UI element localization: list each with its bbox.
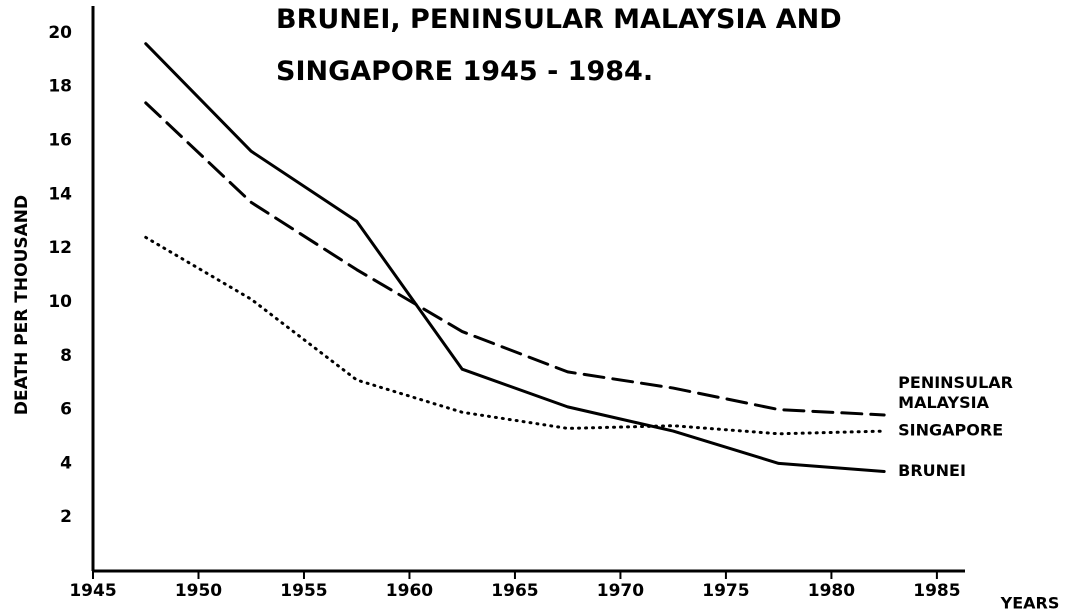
series-label: BRUNEI <box>898 461 966 480</box>
y-tick-label: 14 <box>48 184 72 204</box>
x-tick-label: 1965 <box>491 581 538 601</box>
x-axis-label: YEARS <box>1000 594 1060 613</box>
series-line <box>144 101 886 417</box>
series-label: PENINSULAR MALAYSIA <box>898 372 1013 411</box>
y-tick-label: 2 <box>60 507 72 527</box>
x-tick-label: 1980 <box>808 581 855 601</box>
series-label: SINGAPORE <box>898 421 1003 440</box>
series-line <box>144 42 886 473</box>
x-tick-label: 1960 <box>386 581 433 601</box>
x-tick-label: 1975 <box>702 581 749 601</box>
y-tick-label: 12 <box>48 238 72 258</box>
y-tick-label: 4 <box>60 453 72 473</box>
x-tick-label: 1955 <box>280 581 327 601</box>
x-tick-label: 1950 <box>175 581 222 601</box>
x-tick-label: 1985 <box>913 581 960 601</box>
y-tick-label: 10 <box>48 292 72 312</box>
chart-title-line: SINGAPORE 1945 - 1984. <box>276 56 653 87</box>
series-line <box>144 235 886 436</box>
y-axis-label: DEATH PER THOUSAND <box>12 195 32 415</box>
y-tick-label: 8 <box>60 346 72 366</box>
x-tick-label: 1970 <box>597 581 644 601</box>
x-tick-label: 1945 <box>69 581 116 601</box>
y-tick-label: 18 <box>48 77 72 97</box>
y-tick-label: 16 <box>48 131 72 151</box>
y-tick-label: 20 <box>48 23 72 43</box>
chart-title-line: BRUNEI, PENINSULAR MALAYSIA AND <box>276 4 842 35</box>
y-tick-label: 6 <box>60 400 72 420</box>
